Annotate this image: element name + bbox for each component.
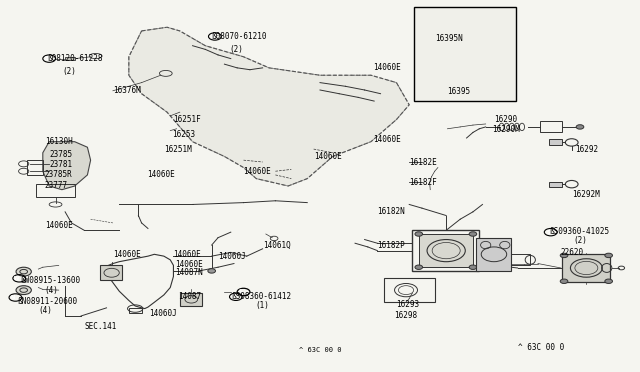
Circle shape xyxy=(576,125,584,129)
Text: 14060E: 14060E xyxy=(373,135,401,144)
Text: 16292: 16292 xyxy=(575,145,598,154)
Text: (4): (4) xyxy=(38,306,52,315)
Text: 16298: 16298 xyxy=(394,311,418,320)
Text: 14060E: 14060E xyxy=(314,152,341,161)
Bar xyxy=(27,160,43,175)
Polygon shape xyxy=(43,142,91,190)
Circle shape xyxy=(469,265,477,269)
Text: 16251F: 16251F xyxy=(173,115,201,124)
Text: ^ 63C 00 0: ^ 63C 00 0 xyxy=(518,343,564,352)
Text: 14060E: 14060E xyxy=(113,250,141,259)
Text: (4): (4) xyxy=(45,286,59,295)
Text: 16290: 16290 xyxy=(494,115,517,124)
Circle shape xyxy=(469,232,477,236)
Text: ß08120-61228: ß08120-61228 xyxy=(47,54,103,63)
Text: 23781: 23781 xyxy=(49,160,72,169)
Bar xyxy=(562,254,610,282)
Text: 14060E: 14060E xyxy=(373,63,401,72)
Circle shape xyxy=(16,286,31,295)
Text: 14060E: 14060E xyxy=(45,221,72,230)
Text: 16182F: 16182F xyxy=(409,178,437,187)
Text: 16376M: 16376M xyxy=(113,86,141,95)
Text: 14061Q: 14061Q xyxy=(262,241,291,250)
Text: (2): (2) xyxy=(573,236,588,245)
Circle shape xyxy=(560,279,568,283)
Bar xyxy=(129,308,141,313)
Bar xyxy=(511,254,531,265)
Text: 16182N: 16182N xyxy=(378,207,405,217)
Text: 14060E: 14060E xyxy=(175,260,202,269)
Text: 16182E: 16182E xyxy=(409,157,437,167)
Circle shape xyxy=(16,267,31,276)
Bar xyxy=(419,234,473,267)
Text: 16395N: 16395N xyxy=(435,34,463,43)
Bar xyxy=(100,265,122,280)
Text: ß08070-61210: ß08070-61210 xyxy=(212,32,267,41)
Bar xyxy=(476,238,511,271)
Text: 16290M: 16290M xyxy=(492,125,520,134)
Text: S: S xyxy=(547,230,550,235)
Text: ^ 63C 00 0: ^ 63C 00 0 xyxy=(299,347,341,353)
Bar xyxy=(549,140,562,145)
Text: 16253: 16253 xyxy=(172,130,195,139)
Text: 14060E: 14060E xyxy=(244,167,271,176)
Text: B: B xyxy=(45,56,49,61)
Text: 16182P: 16182P xyxy=(378,241,405,250)
Circle shape xyxy=(560,253,568,258)
Text: S: S xyxy=(232,294,235,299)
Text: W: W xyxy=(14,276,19,281)
Text: 16251M: 16251M xyxy=(164,145,191,154)
Text: 14060J: 14060J xyxy=(218,251,246,261)
Text: B: B xyxy=(210,34,214,39)
Text: 14087: 14087 xyxy=(179,292,202,301)
Text: 14087N: 14087N xyxy=(175,268,202,277)
Bar xyxy=(540,121,562,132)
Text: 22620: 22620 xyxy=(561,248,584,257)
Bar xyxy=(36,184,75,197)
Polygon shape xyxy=(129,27,409,186)
Text: ßS08360-61412: ßS08360-61412 xyxy=(231,292,291,301)
Text: 23785: 23785 xyxy=(49,150,72,159)
Text: 14060J: 14060J xyxy=(149,309,177,318)
Text: N: N xyxy=(11,295,15,300)
Text: 23785R: 23785R xyxy=(45,170,72,179)
Text: S: S xyxy=(239,289,243,295)
Text: ßN08911-20600: ßN08911-20600 xyxy=(17,297,77,306)
Text: 14060E: 14060E xyxy=(173,250,201,259)
Text: (2): (2) xyxy=(62,67,76,76)
Bar xyxy=(549,182,562,187)
Bar xyxy=(65,57,75,61)
Text: (1): (1) xyxy=(255,301,269,311)
Text: 16395: 16395 xyxy=(447,87,470,96)
Circle shape xyxy=(605,279,612,283)
Bar xyxy=(384,278,435,302)
Bar xyxy=(412,230,479,271)
Bar xyxy=(180,293,202,306)
Bar xyxy=(414,7,516,101)
Text: 16293: 16293 xyxy=(396,300,420,310)
Circle shape xyxy=(605,253,612,258)
Text: 16130H: 16130H xyxy=(45,137,72,146)
Circle shape xyxy=(415,265,422,269)
Text: ßW08915-13600: ßW08915-13600 xyxy=(20,276,81,285)
Circle shape xyxy=(208,269,216,273)
Text: SEC.141: SEC.141 xyxy=(84,322,116,331)
Text: (2): (2) xyxy=(230,45,243,54)
Text: ßS09360-41025: ßS09360-41025 xyxy=(549,227,609,235)
Text: 14060E: 14060E xyxy=(147,170,175,179)
Circle shape xyxy=(415,232,422,236)
Text: 16292M: 16292M xyxy=(572,190,600,199)
Text: 23777: 23777 xyxy=(45,182,68,190)
